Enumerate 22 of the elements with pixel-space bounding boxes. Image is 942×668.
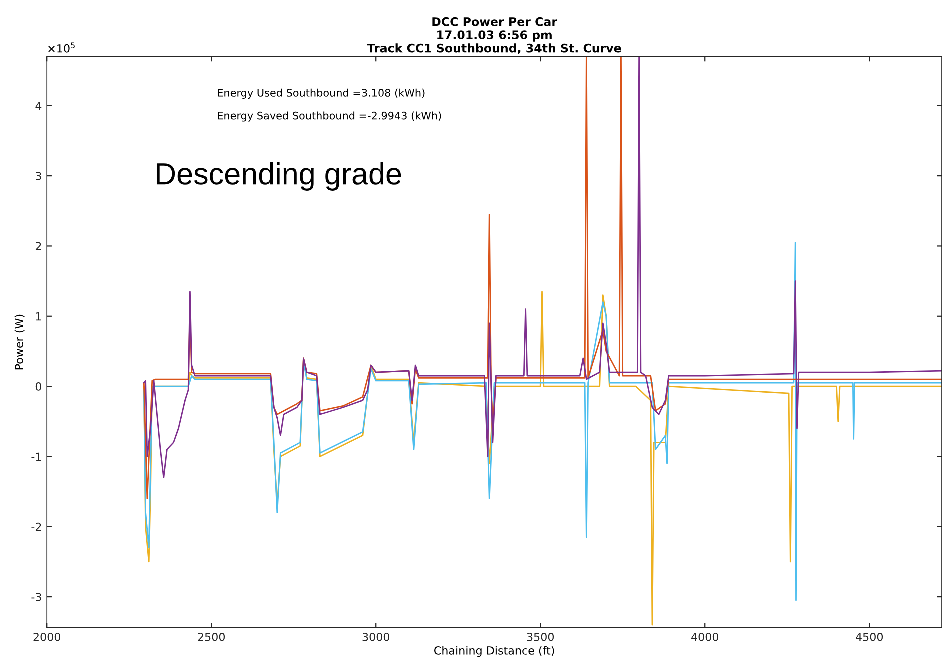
annotation: Energy Saved Southbound =-2.9943 (kWh): [218, 112, 442, 122]
annotation: Descending grade: [156, 162, 402, 191]
x-tick-label: 2500: [198, 632, 226, 642]
annotation: Energy Used Southbound =3.108 (kWh): [218, 88, 425, 99]
y-axis-title: Power (W): [14, 314, 25, 370]
x-tick-label: 3500: [527, 632, 554, 642]
x-tick-label: 3000: [362, 632, 390, 642]
y-tick-label: 0: [36, 382, 42, 391]
x-axis-title: Chaining Distance (ft): [434, 646, 554, 658]
y-tick-label: -3: [32, 593, 42, 602]
y-tick-label: 3: [36, 172, 42, 180]
y-tick-label: -2: [32, 522, 42, 532]
y-tick-label: -1: [32, 452, 42, 461]
y-tick-label: 2: [36, 242, 42, 250]
line-series: [143, 242, 942, 602]
y-tick-label: 1: [36, 312, 42, 321]
x-tick-label: 2000: [34, 632, 60, 642]
x-tick-label: 4000: [692, 632, 719, 642]
chart-title: DCC Power Per Car 17.01.03 6:56 pm Track CC1 Southbound, 34th St. Curve: [367, 17, 622, 54]
text: ×10$^{5}$: [48, 42, 75, 53]
x-tick-label: 4500: [856, 632, 884, 642]
y-tick-label: 4: [36, 102, 42, 110]
